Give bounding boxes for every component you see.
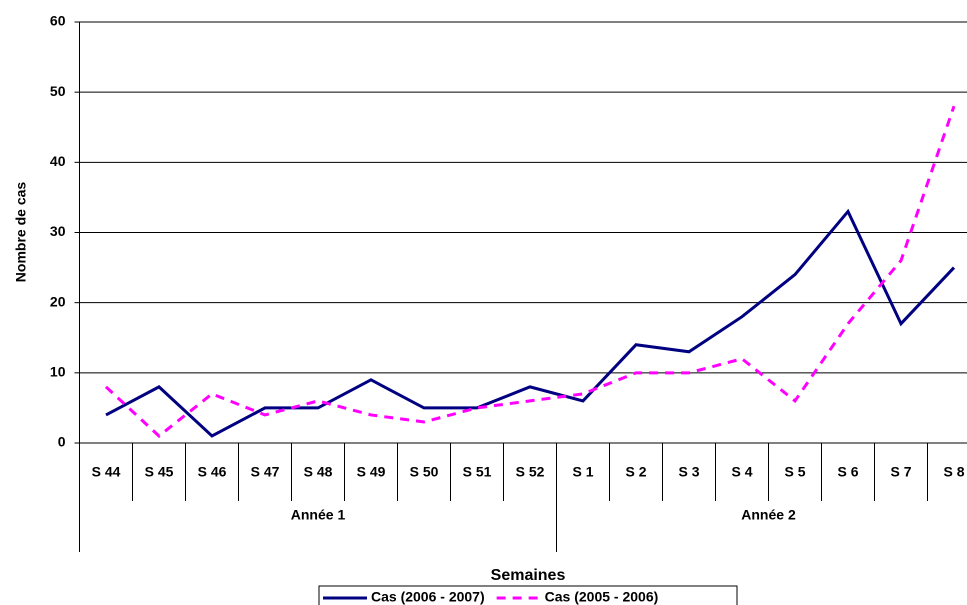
x-tick-label: S 7: [890, 464, 911, 480]
series-line: [104, 105, 956, 438]
x-tick-label: S 49: [357, 464, 386, 480]
y-tick-label: 50: [50, 83, 66, 99]
legend-box: [318, 585, 738, 605]
x-tick-label: S 1: [572, 464, 593, 480]
x-tick-label: S 48: [304, 464, 333, 480]
x-axis-title: Semaines: [491, 567, 566, 584]
x-tick-label: S 50: [410, 464, 439, 480]
y-tick-label: 10: [50, 364, 66, 380]
x-tick-label: S 52: [516, 464, 545, 480]
group-label: Année 1: [291, 507, 346, 523]
legend-label: Cas (2006 - 2007): [371, 589, 485, 605]
y-tick-label: 0: [58, 434, 66, 450]
y-axis-title: Nombre de cas: [13, 182, 29, 283]
series-line: [105, 208, 956, 438]
x-tick-label: S 45: [145, 464, 174, 480]
x-tick-label: S 4: [731, 464, 752, 480]
y-tick-label: 20: [50, 293, 66, 309]
x-tick-label: S 47: [251, 464, 280, 480]
y-tick-label: 40: [50, 153, 66, 169]
x-tick-label: S 51: [463, 464, 492, 480]
legend-label: Cas (2005 - 2006): [545, 589, 659, 605]
x-tick-label: S 6: [837, 464, 858, 480]
x-tick-label: S 44: [92, 464, 121, 480]
y-tick-label: 30: [50, 223, 66, 239]
y-tick-label: 60: [50, 13, 66, 29]
x-tick-label: S 8: [943, 464, 964, 480]
group-label: Année 2: [741, 507, 796, 523]
x-tick-label: S 3: [678, 464, 699, 480]
x-tick-label: S 2: [625, 464, 646, 480]
x-tick-label: S 46: [198, 464, 227, 480]
x-tick-label: S 5: [784, 464, 805, 480]
